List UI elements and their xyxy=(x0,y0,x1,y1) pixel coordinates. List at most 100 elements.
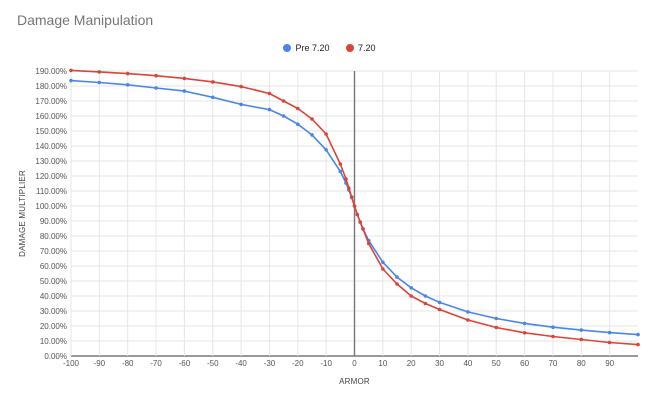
x-tick-label: 90 xyxy=(605,359,614,368)
x-tick-label: 70 xyxy=(548,359,557,368)
x-tick-label: -90 xyxy=(94,359,106,368)
data-point-series-1 xyxy=(494,325,499,330)
data-point-series-1 xyxy=(267,91,272,96)
x-tick-label: -20 xyxy=(292,359,304,368)
data-point-series-1 xyxy=(395,282,399,286)
y-tick-label: 180.00% xyxy=(35,82,67,91)
y-tick-label: 30.00% xyxy=(40,307,67,316)
data-point-series-1 xyxy=(182,76,187,81)
x-tick-label: -70 xyxy=(150,359,162,368)
data-point-series-1 xyxy=(636,342,640,347)
y-tick-label: 10.00% xyxy=(40,337,67,346)
y-tick-label: 110.00% xyxy=(36,187,67,196)
legend-marker-7-20 xyxy=(346,44,354,52)
legend-label-pre-7-20: Pre 7.20 xyxy=(295,43,330,53)
data-point-series-1 xyxy=(324,132,328,136)
y-tick-label: 40.00% xyxy=(40,292,67,301)
x-tick-label: 20 xyxy=(407,359,416,368)
data-point-series-1 xyxy=(281,99,286,103)
y-axis-title: DAMAGE MULTIPLIER xyxy=(18,170,27,257)
data-point-series-1 xyxy=(366,241,371,246)
y-tick-label: 150.00% xyxy=(35,127,67,136)
chart-title: Damage Manipulation xyxy=(17,12,154,28)
data-point-series-0 xyxy=(97,80,102,85)
data-point-series-0 xyxy=(494,316,499,321)
x-tick-label: -30 xyxy=(264,359,276,368)
data-point-series-0 xyxy=(409,286,414,290)
y-tick-label: 20.00% xyxy=(40,322,67,331)
data-point-series-1 xyxy=(344,177,348,181)
legend-marker-pre-7-20 xyxy=(283,44,292,52)
data-point-series-0 xyxy=(211,95,215,100)
x-axis-title: ARMOR xyxy=(339,377,370,386)
data-point-series-1 xyxy=(338,162,343,166)
data-point-series-1 xyxy=(310,117,314,121)
y-tick-label: 0.00% xyxy=(44,352,67,361)
x-tick-label: 80 xyxy=(577,359,586,368)
data-point-series-1 xyxy=(69,68,73,73)
legend-item-pre-7-20[interactable]: Pre 7.20 xyxy=(283,43,329,53)
x-tick-label: 0 xyxy=(352,359,357,368)
y-tick-label: 80.00% xyxy=(40,232,67,241)
x-tick-label: -40 xyxy=(235,359,247,368)
x-tick-label: -10 xyxy=(320,359,332,368)
x-tick-label: 50 xyxy=(492,359,501,368)
x-tick-label: -60 xyxy=(179,359,191,368)
x-tick-label: 60 xyxy=(520,359,529,368)
x-tick-label: -80 xyxy=(122,359,134,368)
data-point-series-1 xyxy=(607,340,612,345)
y-tick-label: 50.00% xyxy=(40,277,67,286)
y-tick-label: 140.00% xyxy=(35,142,67,151)
x-tick-label: -100 xyxy=(63,359,80,368)
x-tick-label: 40 xyxy=(463,359,472,368)
legend-item-7-20[interactable]: 7.20 xyxy=(346,43,376,53)
x-tick-label: -50 xyxy=(207,359,219,368)
data-point-series-0 xyxy=(182,89,187,93)
data-point-series-0 xyxy=(154,86,158,90)
data-point-series-1 xyxy=(125,71,130,76)
data-point-series-1 xyxy=(466,318,470,322)
y-tick-label: 130.00% xyxy=(35,157,67,166)
data-point-series-1 xyxy=(352,204,357,208)
legend: Pre 7.20 7.20 xyxy=(0,43,659,53)
data-point-series-1 xyxy=(355,212,360,217)
data-point-series-1 xyxy=(437,307,442,312)
series xyxy=(69,68,640,347)
data-point-series-0 xyxy=(324,148,328,152)
x-tick-label: 10 xyxy=(378,359,387,368)
data-point-series-0 xyxy=(281,114,286,118)
data-point-series-0 xyxy=(579,328,584,332)
data-point-series-0 xyxy=(437,300,442,305)
data-point-series-0 xyxy=(338,169,343,174)
data-point-series-1 xyxy=(579,337,584,342)
data-point-series-1 xyxy=(522,331,527,335)
data-point-series-0 xyxy=(267,107,272,112)
data-point-series-0 xyxy=(310,133,314,137)
data-point-series-1 xyxy=(347,186,351,190)
data-point-series-0 xyxy=(522,321,527,326)
y-tick-label: 90.00% xyxy=(40,217,67,226)
y-tick-label: 170.00% xyxy=(35,97,67,106)
data-point-series-0 xyxy=(395,275,399,279)
data-point-series-1 xyxy=(551,334,555,339)
y-tick-label: 160.00% xyxy=(35,112,67,121)
data-point-series-0 xyxy=(125,83,130,87)
data-point-series-1 xyxy=(409,294,414,298)
data-point-series-1 xyxy=(358,220,363,224)
y-tick-label: 120.00% xyxy=(35,172,67,181)
legend-label-7-20: 7.20 xyxy=(358,43,376,53)
data-point-series-1 xyxy=(211,80,215,84)
data-point-series-1 xyxy=(361,227,365,231)
data-point-series-1 xyxy=(97,70,102,74)
y-tick-label: 60.00% xyxy=(40,262,67,271)
data-point-series-1 xyxy=(296,106,300,111)
data-point-series-0 xyxy=(423,294,428,298)
data-point-series-0 xyxy=(239,102,243,107)
data-point-series-1 xyxy=(154,73,158,78)
tick-labels: 0.00% 10.00% 20.00% 30.00% 40.00% 50.00% 60.00… xyxy=(35,67,614,368)
data-point-series-1 xyxy=(423,301,428,306)
data-point-series-1 xyxy=(381,267,385,271)
data-point-series-0 xyxy=(636,332,640,337)
data-point-series-0 xyxy=(69,78,73,83)
